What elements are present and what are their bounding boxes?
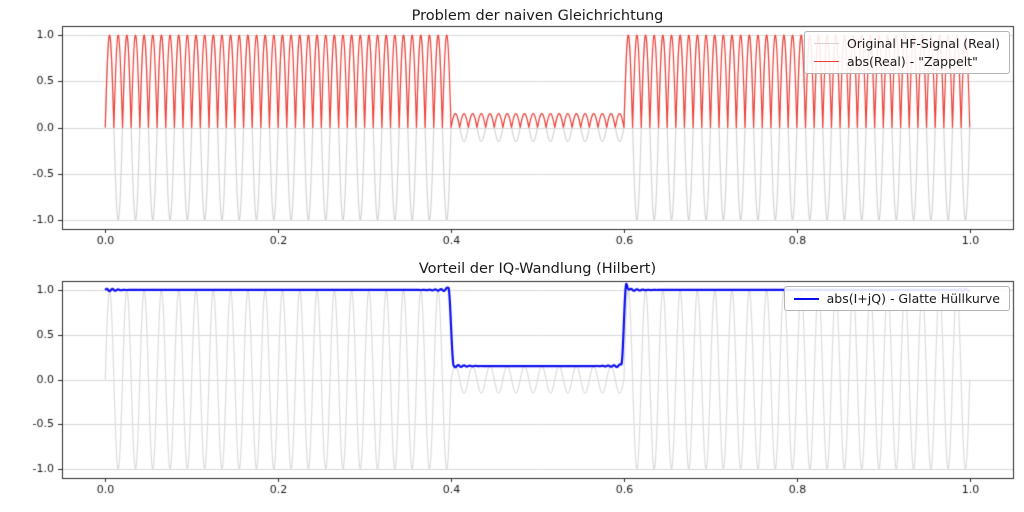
top-plot-legend: Original HF-Signal (Real) abs(Real) - "Za… xyxy=(803,31,1010,74)
bottom-plot-title: Vorteil der IQ-Wandlung (Hilbert) xyxy=(418,261,657,277)
legend-entry: abs(Real) - "Zappelt" xyxy=(813,54,1000,69)
legend-line-sample xyxy=(813,43,839,44)
top-plot-title: Problem der naiven Gleichrichtung xyxy=(411,8,664,24)
bottom-plot-legend: abs(I+jQ) - Glatte Hüllkurve xyxy=(783,286,1010,311)
legend-entry: abs(I+jQ) - Glatte Hüllkurve xyxy=(793,291,1000,306)
legend-label: Original HF-Signal (Real) xyxy=(846,36,1000,51)
legend-line-sample xyxy=(813,61,839,62)
legend-label: abs(Real) - "Zappelt" xyxy=(846,54,978,69)
legend-label: abs(I+jQ) - Glatte Hüllkurve xyxy=(826,291,1000,306)
legend-entry: Original HF-Signal (Real) xyxy=(813,36,1000,51)
legend-line-sample xyxy=(793,297,819,300)
